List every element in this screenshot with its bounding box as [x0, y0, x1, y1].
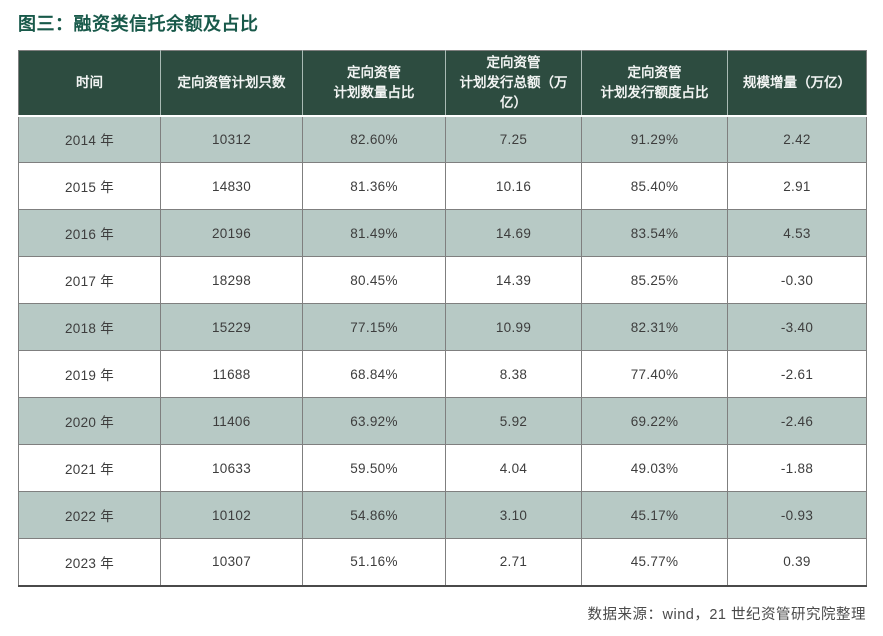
value-cell: 10633 [160, 444, 303, 492]
header-issue-total: 定向资管 计划发行总额（万亿） [445, 50, 582, 117]
value-cell: 10.99 [445, 303, 582, 351]
table-row: 2022 年 10102 54.86% 3.10 45.17% -0.93 [18, 491, 867, 539]
table-row: 2021 年 10633 59.50% 4.04 49.03% -1.88 [18, 444, 867, 492]
value-cell: 45.17% [581, 491, 728, 539]
value-cell: 8.38 [445, 350, 582, 398]
value-cell: 4.53 [727, 209, 867, 257]
table-row: 2020 年 11406 63.92% 5.92 69.22% -2.46 [18, 397, 867, 445]
value-cell: -3.40 [727, 303, 867, 351]
table-row: 2015 年 14830 81.36% 10.16 85.40% 2.91 [18, 162, 867, 210]
value-cell: 81.49% [302, 209, 446, 257]
value-cell: 51.16% [302, 538, 446, 586]
year-cell: 2015 年 [18, 162, 161, 210]
data-source-note: 数据来源：wind，21 世纪资管研究院整理 [587, 606, 866, 623]
value-cell: 45.77% [581, 538, 728, 586]
value-cell: 77.40% [581, 350, 728, 398]
value-cell: 4.04 [445, 444, 582, 492]
year-cell: 2016 年 [18, 209, 161, 257]
value-cell: -2.61 [727, 350, 867, 398]
value-cell: 7.25 [445, 115, 582, 163]
value-cell: 10312 [160, 115, 303, 163]
header-time: 时间 [18, 50, 161, 117]
value-cell: 85.25% [581, 256, 728, 304]
value-cell: 14.69 [445, 209, 582, 257]
table-row: 2017 年 18298 80.45% 14.39 85.25% -0.30 [18, 256, 867, 304]
value-cell: 10.16 [445, 162, 582, 210]
year-cell: 2023 年 [18, 538, 161, 586]
value-cell: 85.40% [581, 162, 728, 210]
value-cell: 68.84% [302, 350, 446, 398]
value-cell: 82.31% [581, 303, 728, 351]
value-cell: -2.46 [727, 397, 867, 445]
year-cell: 2017 年 [18, 256, 161, 304]
table-header: 时间 定向资管计划只数 定向资管 计划数量占比 定向资管 计划发行总额（万亿） … [18, 50, 867, 117]
value-cell: 5.92 [445, 397, 582, 445]
year-cell: 2020 年 [18, 397, 161, 445]
figure-title: 图三：融资类信托余额及占比 [18, 14, 259, 34]
value-cell: 0.39 [727, 538, 867, 586]
value-cell: 11688 [160, 350, 303, 398]
value-cell: 15229 [160, 303, 303, 351]
value-cell: 80.45% [302, 256, 446, 304]
value-cell: 82.60% [302, 115, 446, 163]
table-row: 2016 年 20196 81.49% 14.69 83.54% 4.53 [18, 209, 867, 257]
value-cell: 49.03% [581, 444, 728, 492]
year-cell: 2019 年 [18, 350, 161, 398]
financing-trust-table: 时间 定向资管计划只数 定向资管 计划数量占比 定向资管 计划发行总额（万亿） … [18, 50, 867, 587]
year-cell: 2014 年 [18, 115, 161, 163]
table-row: 2023 年 10307 51.16% 2.71 45.77% 0.39 [18, 538, 867, 586]
header-plan-count-share: 定向资管 计划数量占比 [302, 50, 446, 117]
value-cell: 69.22% [581, 397, 728, 445]
header-issue-quota-share: 定向资管 计划发行额度占比 [581, 50, 728, 117]
value-cell: 59.50% [302, 444, 446, 492]
value-cell: -1.88 [727, 444, 867, 492]
value-cell: 10102 [160, 491, 303, 539]
value-cell: 14830 [160, 162, 303, 210]
value-cell: 63.92% [302, 397, 446, 445]
table-row: 2019 年 11688 68.84% 8.38 77.40% -2.61 [18, 350, 867, 398]
value-cell: 10307 [160, 538, 303, 586]
table-row: 2014 年 10312 82.60% 7.25 91.29% 2.42 [18, 115, 867, 163]
header-row: 时间 定向资管计划只数 定向资管 计划数量占比 定向资管 计划发行总额（万亿） … [18, 50, 867, 117]
header-scale-increment: 规模增量（万亿） [727, 50, 867, 117]
table-row: 2018 年 15229 77.15% 10.99 82.31% -3.40 [18, 303, 867, 351]
year-cell: 2018 年 [18, 303, 161, 351]
header-plan-count: 定向资管计划只数 [160, 50, 303, 117]
value-cell: 91.29% [581, 115, 728, 163]
value-cell: 2.42 [727, 115, 867, 163]
value-cell: 83.54% [581, 209, 728, 257]
table-body: 2014 年 10312 82.60% 7.25 91.29% 2.42 2015 年 148… [18, 115, 867, 586]
value-cell: 11406 [160, 397, 303, 445]
value-cell: 14.39 [445, 256, 582, 304]
value-cell: 20196 [160, 209, 303, 257]
value-cell: 3.10 [445, 491, 582, 539]
value-cell: -0.30 [727, 256, 867, 304]
value-cell: 54.86% [302, 491, 446, 539]
year-cell: 2021 年 [18, 444, 161, 492]
value-cell: 77.15% [302, 303, 446, 351]
value-cell: 18298 [160, 256, 303, 304]
year-cell: 2022 年 [18, 491, 161, 539]
value-cell: 2.71 [445, 538, 582, 586]
value-cell: -0.93 [727, 491, 867, 539]
value-cell: 81.36% [302, 162, 446, 210]
value-cell: 2.91 [727, 162, 867, 210]
